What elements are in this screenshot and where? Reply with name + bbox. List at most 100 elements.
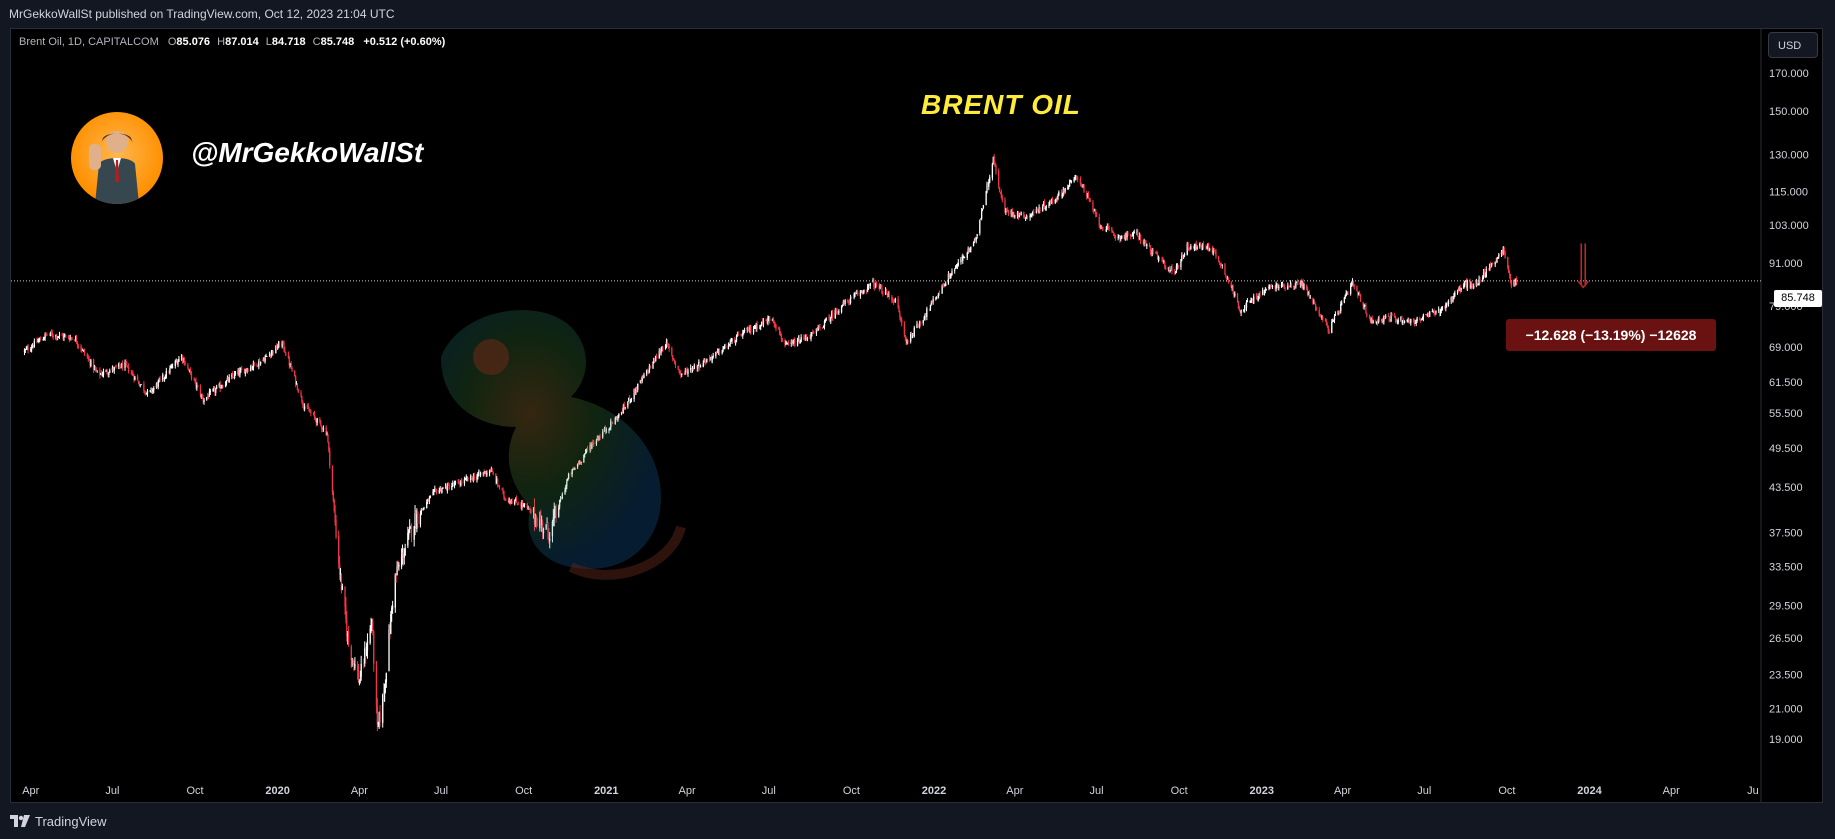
candle-body — [1088, 198, 1091, 201]
candle-body — [1231, 286, 1233, 289]
candle-body — [1158, 257, 1161, 259]
candle-body — [268, 354, 271, 357]
candle-body — [1306, 288, 1309, 295]
candle-body — [1057, 195, 1059, 199]
legend-open-label: O — [167, 36, 177, 48]
candle-body — [290, 363, 292, 369]
candle-body — [112, 368, 115, 371]
candle-body — [754, 328, 757, 329]
candle-body — [277, 342, 280, 348]
candle-body — [291, 368, 293, 371]
candle-body — [905, 337, 907, 344]
candle-body — [1394, 315, 1396, 318]
candle-body — [1489, 263, 1491, 269]
x-tick-label: Jul — [1417, 785, 1431, 797]
candle-body — [460, 481, 462, 486]
y-tick-label: 130.000 — [1769, 149, 1809, 161]
candle-body — [1211, 248, 1214, 253]
candle-body — [728, 344, 730, 345]
candle-body — [975, 237, 977, 241]
candle-body — [492, 472, 494, 475]
candle-body — [321, 428, 324, 430]
candle-body — [1466, 281, 1469, 288]
candle-body — [974, 239, 976, 242]
candle-body — [910, 333, 912, 342]
candle-body — [627, 401, 629, 407]
candle-body — [156, 383, 159, 387]
candle-body — [710, 357, 713, 360]
candle-body — [360, 663, 362, 677]
avatar — [71, 112, 163, 204]
candle-body — [57, 336, 60, 338]
y-tick-label: 103.000 — [1769, 220, 1809, 232]
candle-body — [1060, 191, 1063, 196]
candle-body — [1471, 284, 1473, 286]
candle-body — [734, 340, 737, 344]
candle-body — [1351, 280, 1354, 284]
candle-body — [471, 478, 474, 481]
candle-body — [451, 486, 453, 490]
candle-body — [1415, 321, 1417, 324]
candle-body — [722, 348, 724, 352]
candle-body — [911, 333, 914, 338]
candle-body — [510, 501, 512, 503]
candle-body — [150, 388, 152, 390]
candle-body — [55, 334, 57, 337]
candle-body — [954, 269, 956, 271]
candle-body — [629, 400, 632, 402]
candle-body — [1055, 199, 1057, 201]
candle-body — [1076, 176, 1078, 179]
candle-body — [1441, 306, 1443, 311]
candle-body — [364, 648, 366, 664]
candle-body — [987, 185, 989, 187]
candle-body — [132, 373, 134, 377]
candle-body — [478, 471, 480, 475]
candle-body — [849, 297, 852, 304]
candle-body — [1313, 302, 1315, 304]
legend-change: +0.512 (+0.60%) — [363, 36, 446, 48]
candle-body — [1262, 290, 1265, 295]
candle-body — [83, 350, 86, 354]
candle-body — [1006, 209, 1008, 212]
candle-body — [681, 373, 683, 375]
candle-body — [835, 310, 837, 312]
candle-body — [892, 299, 894, 301]
candle-body — [1340, 304, 1342, 312]
candle-body — [685, 369, 687, 371]
candle-body — [118, 364, 120, 367]
candle-body — [781, 338, 783, 341]
candle-body — [1100, 225, 1102, 227]
candle-body — [1029, 215, 1031, 218]
candle-body — [816, 328, 818, 331]
candle-body — [1149, 247, 1152, 253]
candle-body — [1151, 248, 1153, 255]
candle-body — [672, 355, 674, 360]
candle-body — [818, 326, 820, 328]
candle-body — [523, 504, 525, 507]
candle-body — [810, 334, 812, 340]
candle-body — [1200, 245, 1203, 250]
candle-body — [1490, 264, 1492, 267]
candle-body — [1491, 263, 1494, 265]
candle-body — [1439, 311, 1442, 314]
candle-body — [1343, 297, 1346, 303]
y-tick-label: 43.500 — [1769, 482, 1803, 494]
candle-body — [848, 302, 851, 304]
candle-body — [266, 356, 268, 357]
candle-body — [824, 319, 827, 322]
candle-body — [1227, 279, 1230, 282]
candle-body — [516, 503, 519, 505]
candle-body — [389, 630, 391, 633]
candle-body — [749, 326, 751, 332]
candle-body — [742, 332, 744, 337]
candle-body — [1408, 319, 1410, 321]
currency-button[interactable]: USD — [1768, 32, 1818, 58]
candle-body — [87, 357, 89, 359]
candle-body — [1318, 309, 1320, 315]
candle-body — [1168, 266, 1170, 272]
candle-body — [798, 337, 801, 344]
chart-area[interactable]: 170.000 150.000 130.000 115.000 103.000 91.00… — [10, 28, 1823, 803]
candle-body — [708, 357, 711, 359]
candle-body — [1280, 285, 1283, 287]
candle-body — [169, 368, 171, 373]
